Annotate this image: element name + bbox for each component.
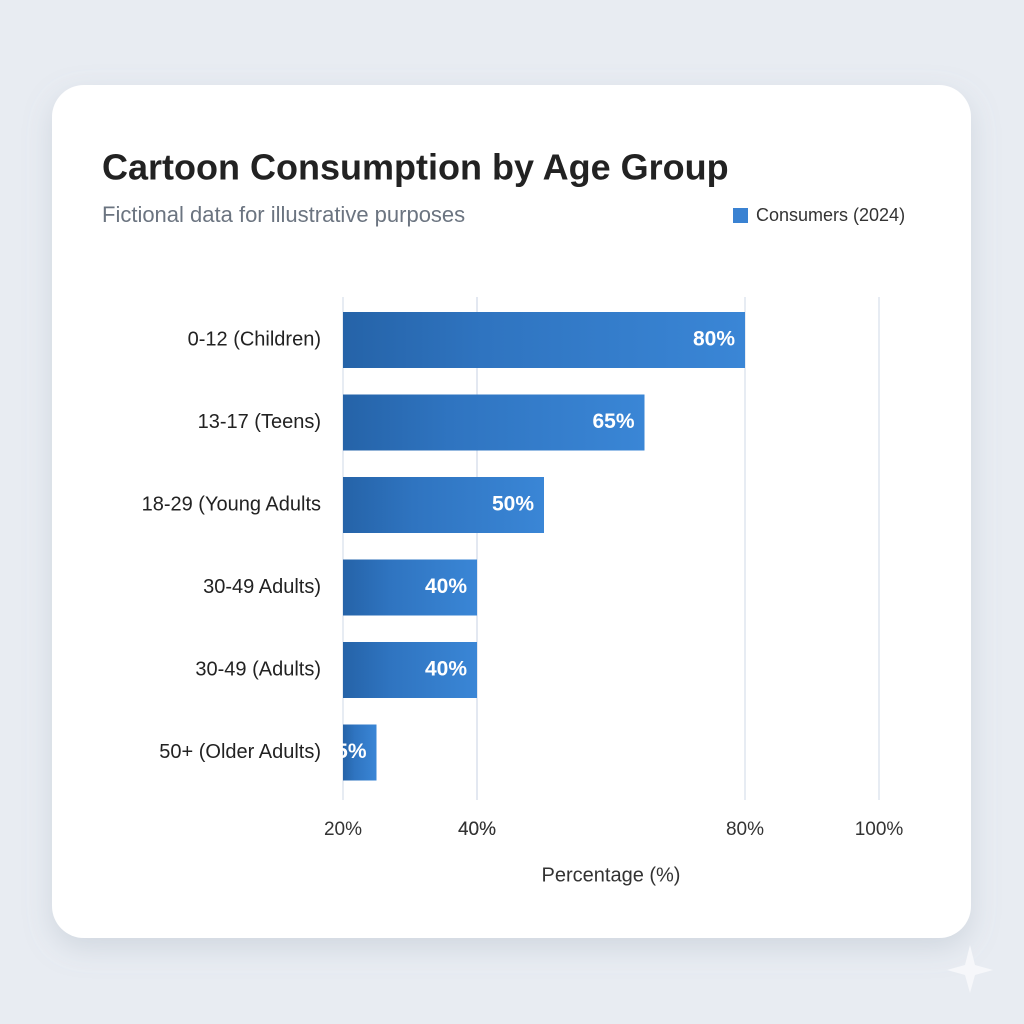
x-tick-label: 20% xyxy=(324,819,362,840)
plot: 20% 40% 40% 80% 100% Percentage (%) 0-12 (Chil… xyxy=(142,205,905,887)
sparkle-icon xyxy=(947,945,993,993)
x-axis-label: Percentage (%) xyxy=(542,864,681,886)
x-tick-label: 80% xyxy=(726,819,764,840)
bar xyxy=(343,477,544,533)
value-label: 25% xyxy=(324,740,366,763)
x-tick-label: 100% xyxy=(855,819,904,840)
chart-subtitle: Fictional data for illustrative purposes xyxy=(102,202,465,227)
y-tick-label: 30-49 (Adults) xyxy=(195,658,321,680)
bar xyxy=(343,724,377,781)
value-label: 80% xyxy=(693,328,735,351)
value-label: 50% xyxy=(492,493,534,516)
bar xyxy=(343,642,477,698)
y-tick-label: 18-29 (Young Adults xyxy=(142,493,321,515)
y-tick-label: 13-17 (Teens) xyxy=(198,411,321,433)
bar xyxy=(343,394,645,451)
value-label: 40% xyxy=(425,658,467,681)
x-tick-label: 40% xyxy=(458,819,496,840)
bar xyxy=(343,312,745,368)
chart-title: Cartoon Consumption by Age Group xyxy=(102,147,729,188)
value-label: 40% xyxy=(425,575,467,598)
value-label: 65% xyxy=(592,410,634,433)
x-tick-label: 40% xyxy=(458,819,496,840)
y-tick-label: 50+ (Older Adults) xyxy=(159,741,321,763)
y-tick-label: 30-49 Adults) xyxy=(203,576,321,598)
legend-swatch xyxy=(733,208,748,223)
bar xyxy=(343,559,477,616)
y-tick-label: 0-12 (Children) xyxy=(188,328,321,350)
legend-label: Consumers (2024) xyxy=(756,205,905,225)
